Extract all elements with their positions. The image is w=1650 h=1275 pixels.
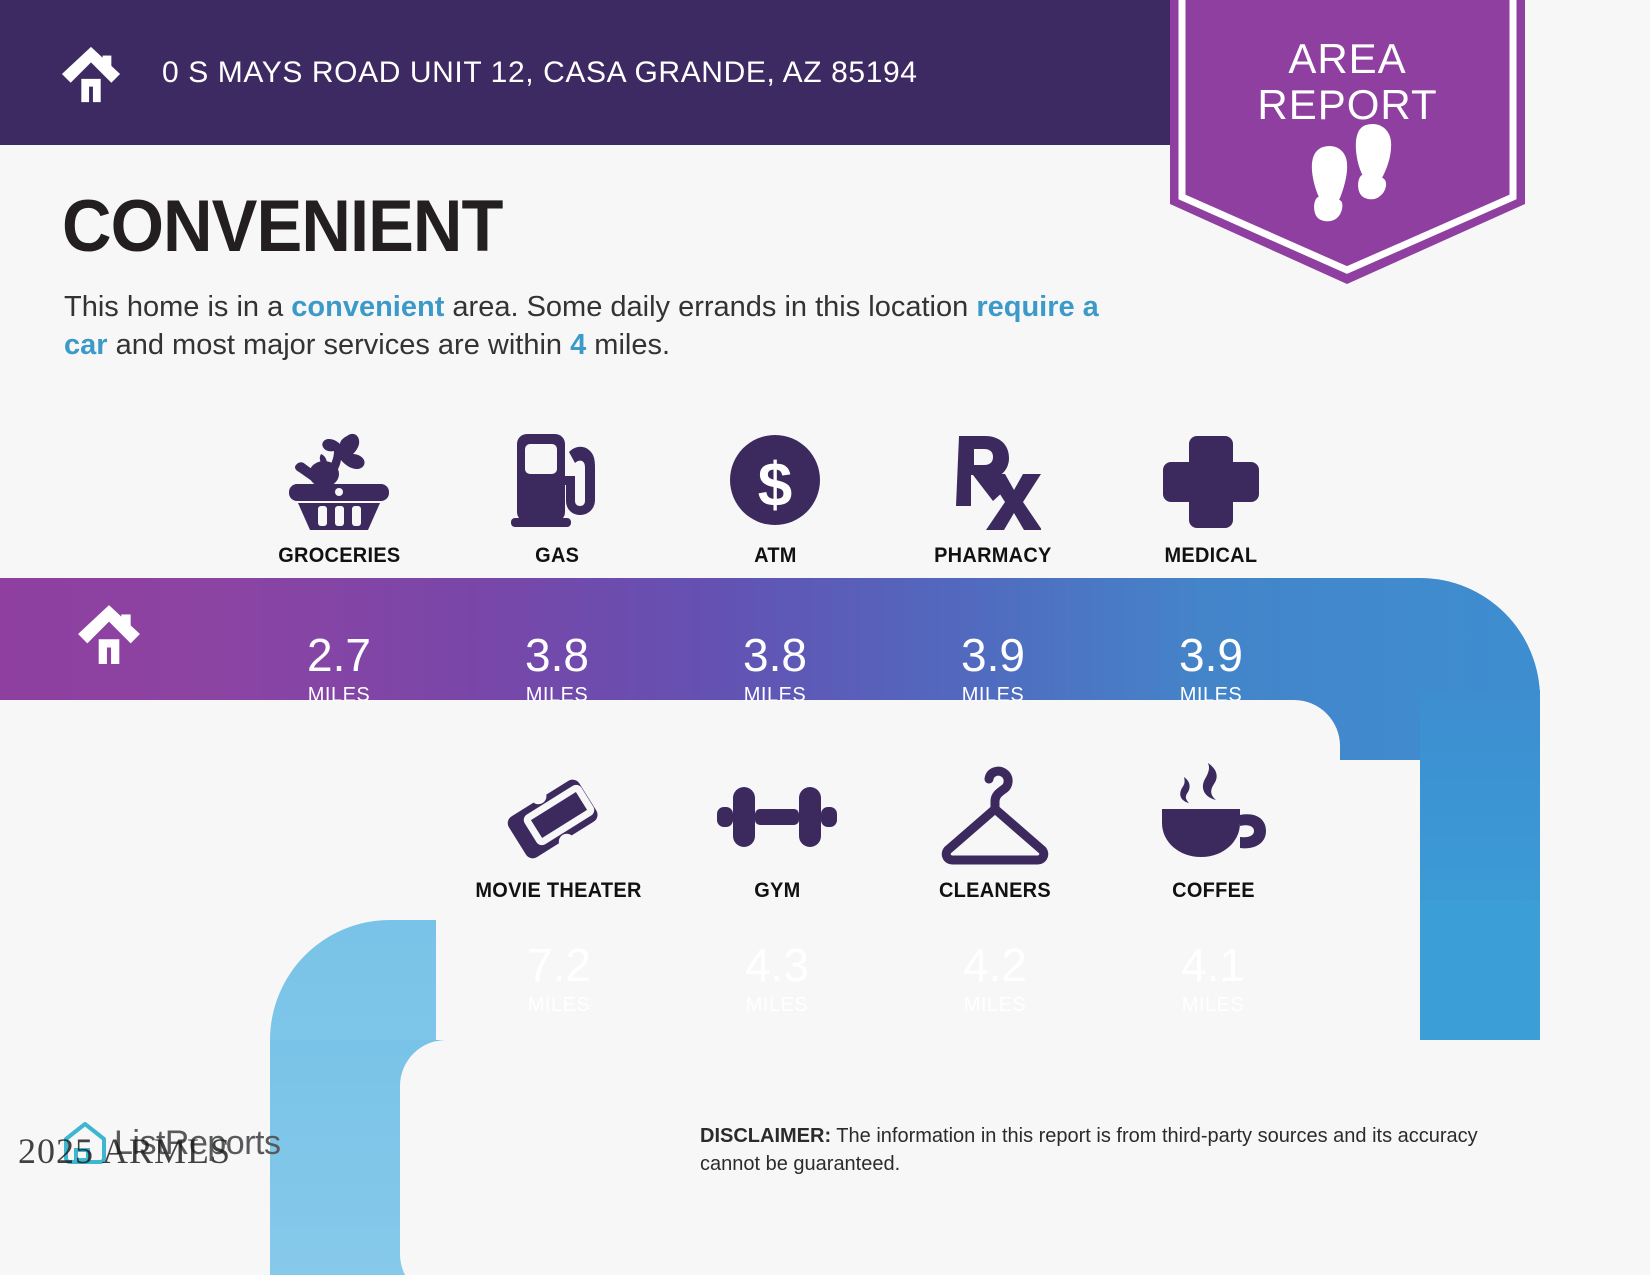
amenity-label: COFFEE (1171, 879, 1255, 902)
amenity-label: MEDICAL (1164, 544, 1258, 567)
amenity-medical: MEDICAL (1102, 420, 1320, 568)
grocery-basket-icon (285, 420, 393, 530)
distance-value-row-1: 2.7 MILES 3.8 MILES 3.8 MILES 3.9 MILES … (230, 578, 1320, 760)
amenity-icon-row-2: MOVIE THEATER GYM (450, 755, 1322, 903)
distance-unit: MILES (743, 684, 807, 706)
home-icon (61, 46, 121, 102)
amenity-groceries: GROCERIES (230, 420, 448, 568)
footprints-icon (1311, 123, 1392, 222)
medical-cross-icon (1161, 420, 1261, 530)
distance-value-row-2: 7.2 MILES 4.3 MILES 4.2 MILES 4.1 MILES (450, 918, 1322, 1040)
home-icon (78, 605, 140, 664)
gas-pump-icon (509, 420, 605, 530)
subtitle-part-4: miles. (586, 329, 671, 361)
svg-text:$: $ (758, 451, 792, 520)
distance-cell: 4.2 MILES (886, 918, 1104, 1040)
subtitle-part-2: area. Some daily errands in this locatio… (444, 291, 977, 323)
clothes-hanger-icon (937, 755, 1053, 865)
rx-icon (945, 420, 1041, 530)
amenity-cleaners: CLEANERS (886, 755, 1104, 903)
distance-cell: 3.9 MILES (884, 578, 1102, 760)
amenity-gas: GAS (448, 420, 666, 568)
distance-value: 3.9 (1179, 629, 1243, 681)
distance-unit: MILES (525, 684, 589, 706)
distance-cell: 3.8 MILES (448, 578, 666, 760)
distance-cell: 3.8 MILES (666, 578, 884, 760)
amenity-gym: GYM (668, 755, 886, 903)
coffee-cup-icon (1158, 755, 1268, 865)
distance-cell: 7.2 MILES (450, 918, 668, 1040)
distance-value: 7.2 (527, 939, 591, 991)
distance-unit: MILES (745, 994, 809, 1016)
amenity-coffee: COFFEE (1104, 755, 1322, 903)
amenity-label: ATM (753, 544, 797, 567)
amenity-movie-theater: MOVIE THEATER (450, 755, 668, 903)
subtitle-highlight-1: convenient (291, 291, 445, 323)
mls-watermark: 2025 ARMLS (18, 1131, 232, 1171)
amenity-label: MOVIE THEATER (475, 879, 643, 902)
listreports-wordmark: ListReports (114, 1123, 281, 1162)
distance-value: 2.7 (307, 629, 371, 681)
distance-unit: MILES (963, 994, 1027, 1016)
distance-unit: MILES (1179, 684, 1243, 706)
subtitle-part-3: and most major services are within (107, 329, 571, 361)
distance-value: 4.3 (745, 939, 809, 991)
distance-unit: MILES (307, 684, 371, 706)
header-bar: 0 S MAYS ROAD UNIT 12, CASA GRANDE, AZ 8… (0, 0, 1180, 145)
amenity-pharmacy: PHARMACY (884, 420, 1102, 568)
distance-cell: 4.3 MILES (668, 918, 886, 1040)
distance-value: 3.8 (525, 629, 589, 681)
amenity-label: CLEANERS (938, 879, 1052, 902)
disclaimer: DISCLAIMER: The information in this repo… (700, 1122, 1510, 1178)
page-title: CONVENIENT (62, 186, 503, 267)
amenity-label: GYM (753, 879, 801, 902)
area-report-banner: AREA REPORT (1170, 0, 1525, 287)
amenity-icon-row-1: GROCERIES GAS $ ATM (230, 420, 1320, 568)
listreports-logo[interactable]: ListReports (62, 1120, 281, 1166)
disclaimer-label: DISCLAIMER: (700, 1125, 832, 1147)
distance-unit: MILES (527, 994, 591, 1016)
amenity-label: GAS (534, 544, 580, 567)
subtitle-highlight-3: 4 (570, 329, 587, 361)
property-address: 0 S MAYS ROAD UNIT 12, CASA GRANDE, AZ 8… (162, 55, 918, 89)
distance-cell: 4.1 MILES (1104, 918, 1322, 1040)
dollar-coin-icon: $ (727, 420, 823, 530)
page-subtitle: This home is in a convenient area. Some … (64, 288, 1124, 364)
movie-ticket-icon (504, 755, 614, 865)
listreports-house-icon (64, 1122, 106, 1164)
distance-unit: MILES (961, 684, 1025, 706)
distance-cell: 2.7 MILES (230, 578, 448, 760)
distance-value: 3.9 (961, 629, 1025, 681)
amenity-atm: $ ATM (666, 420, 884, 568)
amenity-label: PHARMACY (934, 544, 1052, 567)
disclaimer-text: The information in this report is from t… (700, 1125, 1478, 1175)
amenity-label: GROCERIES (277, 544, 401, 567)
distance-value: 3.8 (743, 629, 807, 681)
subtitle-part-1: This home is in a (64, 291, 292, 323)
subtitle-highlight-2: require a car (64, 291, 1099, 361)
distance-cell: 3.9 MILES (1102, 578, 1320, 760)
distance-value: 4.2 (963, 939, 1027, 991)
distance-unit: MILES (1181, 994, 1245, 1016)
distance-value: 4.1 (1181, 939, 1245, 991)
dumbbell-icon (717, 755, 837, 865)
